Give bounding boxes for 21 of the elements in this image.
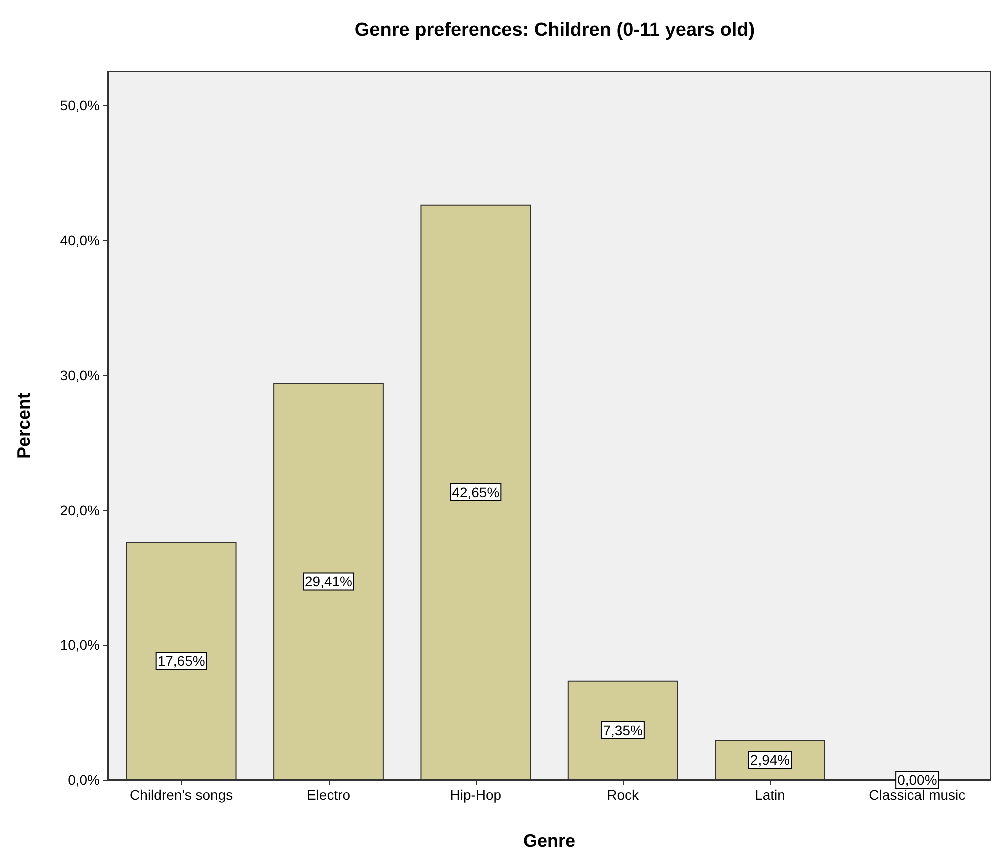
y-tick-label: 40,0% [60,232,100,249]
data-label: 29,41% [305,574,352,590]
x-tick-label: Hip-Hop [450,787,502,803]
y-tick-label: 30,0% [60,367,100,384]
x-tick-label: Children's songs [130,787,234,803]
y-tick-label: 50,0% [60,98,100,114]
x-tick-label: Latin [755,787,786,803]
y-axis-title: Percent [14,392,34,460]
data-label: 7,35% [603,722,643,738]
x-tick-label: Rock [607,787,640,803]
y-tick-label: 10,0% [60,637,100,654]
data-label: 17,65% [158,652,206,669]
x-tick-label: Electro [306,787,351,803]
data-label: 2,94% [750,752,790,768]
data-label: 42,65% [452,484,500,500]
chart-title: Genre preferences: Children (0-11 years old) [354,20,756,41]
y-tick-label: 20,0% [60,502,100,518]
data-label: 0,00% [898,772,938,788]
y-tick-label: 0,0% [68,772,100,788]
x-tick-label: Classical music [869,787,966,803]
x-axis-title: Genre [523,831,576,851]
